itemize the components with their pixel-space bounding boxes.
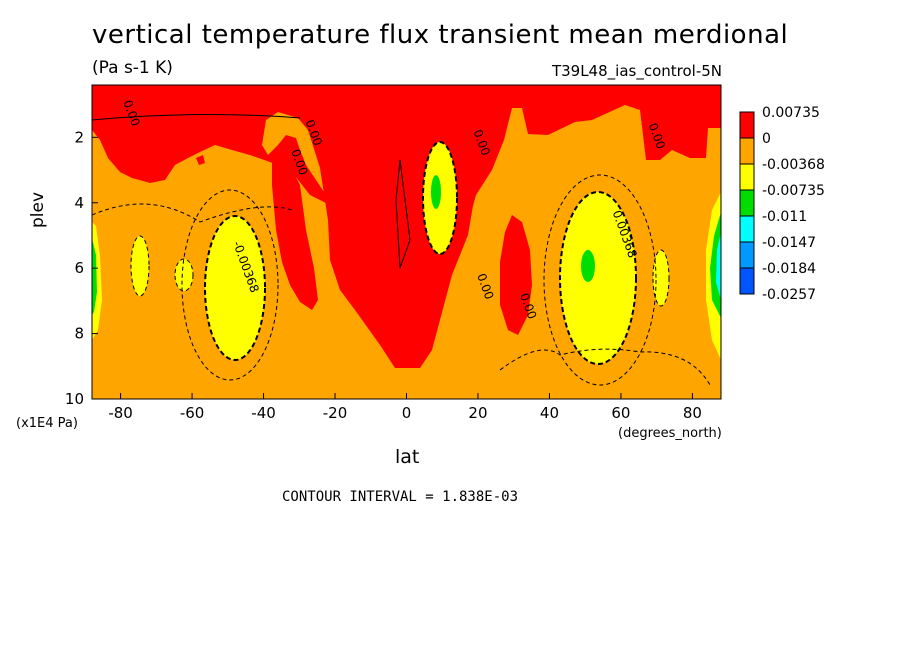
x-tick-label: -20 bbox=[323, 404, 348, 422]
x-tick-label: -40 bbox=[251, 404, 276, 422]
y-axis-unit: (x1E4 Pa) bbox=[16, 416, 78, 431]
x-axis-label: lat bbox=[395, 446, 420, 468]
contour-solid-line bbox=[92, 113, 411, 269]
contour-dash-equator bbox=[422, 141, 458, 255]
colorbar-swatch bbox=[739, 189, 755, 217]
colorbar-label: -0.00368 bbox=[762, 157, 825, 173]
region-neg-small-2 bbox=[175, 259, 193, 291]
y-tick-label: 8 bbox=[74, 325, 84, 343]
colorbar-swatch bbox=[739, 163, 755, 191]
y-tick-label: 6 bbox=[74, 259, 84, 277]
x-tick-label: 0 bbox=[402, 404, 412, 422]
chart-units: (Pa s-1 K) bbox=[92, 58, 173, 78]
region-positive-south bbox=[272, 152, 318, 310]
colorbar-swatch bbox=[739, 267, 755, 295]
region-neg-equator-core bbox=[431, 175, 441, 209]
colorbar-label: 0 bbox=[762, 131, 771, 147]
region-positive-main bbox=[92, 85, 721, 368]
y-tick-label: 10 bbox=[65, 390, 84, 408]
contour-dash-line-2 bbox=[499, 348, 711, 386]
region-positive-small bbox=[196, 155, 205, 165]
region-neg-edge-south-2 bbox=[92, 238, 97, 315]
colorbar-label: 0.00735 bbox=[762, 105, 820, 121]
contour-dash-small-2 bbox=[174, 258, 194, 292]
colorbar-label: -0.0147 bbox=[762, 235, 816, 251]
region-neg-edge-north-3 bbox=[716, 232, 721, 300]
region-neg-south bbox=[205, 216, 265, 360]
x-tick-label: 40 bbox=[540, 404, 559, 422]
y-axis-label: plev bbox=[28, 191, 48, 228]
x-tick-label: 20 bbox=[468, 404, 487, 422]
contour-dash-south-outer bbox=[181, 189, 279, 381]
colorbar-swatch bbox=[739, 137, 755, 165]
colorbar-label: -0.00735 bbox=[762, 183, 825, 199]
colorbar-swatch bbox=[739, 215, 755, 243]
plot-area bbox=[92, 85, 721, 399]
contour-dash-small-1 bbox=[130, 235, 150, 297]
dataset-label: T39L48_ias_control-5N bbox=[551, 62, 722, 80]
x-tick-label: 80 bbox=[683, 404, 702, 422]
colorbar-swatch bbox=[739, 111, 755, 139]
region-neg-north-core bbox=[581, 250, 595, 282]
x-tick-label: 60 bbox=[611, 404, 630, 422]
colorbar-swatch bbox=[739, 241, 755, 269]
region-neg-small-3 bbox=[653, 250, 669, 306]
contour-dash-line-1 bbox=[92, 203, 293, 223]
x-tick-label: -80 bbox=[108, 404, 133, 422]
region-neg-edge-north-2 bbox=[710, 212, 721, 318]
y-tick-label: 2 bbox=[74, 128, 84, 146]
colorbar-label: -0.0257 bbox=[762, 287, 816, 303]
contour-interval: CONTOUR INTERVAL = 1.838E-03 bbox=[282, 489, 519, 505]
region-positive-north bbox=[500, 215, 532, 335]
region-neg-north bbox=[560, 192, 636, 364]
contour-dash-small-3 bbox=[652, 249, 670, 307]
colorbar-label: -0.0184 bbox=[762, 261, 816, 277]
x-tick-label: -60 bbox=[180, 404, 205, 422]
contour-dash-south bbox=[204, 215, 266, 361]
x-axis-unit: (degrees_north) bbox=[618, 426, 722, 441]
chart-title: vertical temperature flux transient mean… bbox=[92, 20, 789, 50]
contour-dash-north bbox=[559, 191, 637, 365]
y-tick-label: 4 bbox=[74, 194, 84, 212]
region-neg-small-1 bbox=[131, 236, 149, 296]
contour-dash-north-outer bbox=[543, 174, 657, 386]
colorbar-label: -0.011 bbox=[762, 209, 807, 225]
